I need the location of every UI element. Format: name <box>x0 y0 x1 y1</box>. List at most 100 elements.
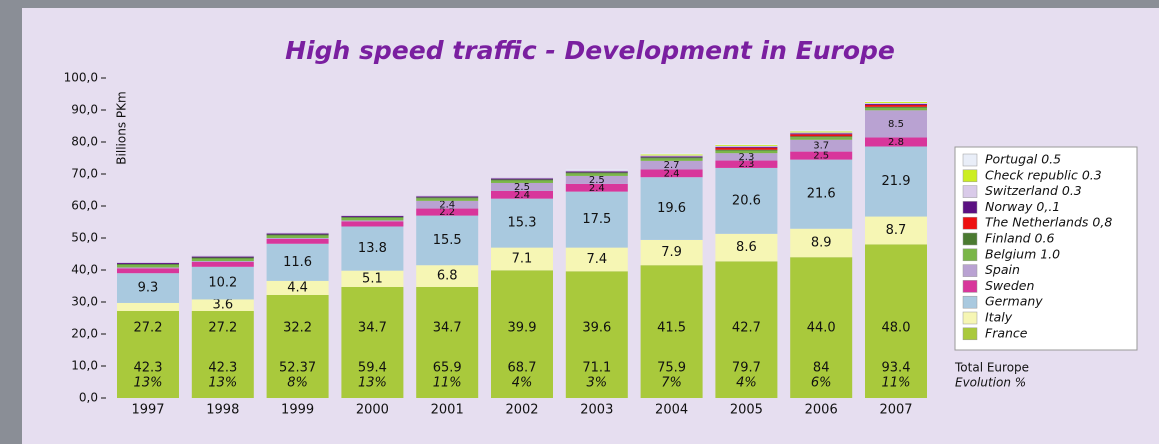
bar-segment <box>715 153 778 161</box>
bar-segment <box>266 235 329 238</box>
bar-segment <box>191 299 254 311</box>
total-label: 65.9 <box>433 361 462 376</box>
bar-segment <box>715 160 778 168</box>
value-label: 15.5 <box>433 233 462 248</box>
evolution-label: 13% <box>134 376 163 391</box>
bar-segment <box>640 177 703 240</box>
bar-segment <box>491 198 553 248</box>
value-label: 20.6 <box>732 193 761 208</box>
bar-segment <box>865 244 927 398</box>
value-label: 34.7 <box>433 321 462 336</box>
value-label: 8.5 <box>888 119 904 130</box>
legend-label: Check republic 0.3 <box>985 167 1102 182</box>
legend-swatch <box>962 232 978 246</box>
evolution-label: 13% <box>208 376 237 391</box>
bar-segment <box>640 155 703 157</box>
value-label: 19.6 <box>657 201 686 216</box>
bar-segment <box>117 268 179 274</box>
value-label: 39.9 <box>508 321 537 336</box>
total-label: 59.4 <box>358 361 387 376</box>
total-label: 75.9 <box>657 361 686 376</box>
x-tick-label: 2007 <box>879 403 912 418</box>
bar-segment <box>266 238 329 239</box>
bar-segment <box>416 196 479 198</box>
legend-swatch <box>962 185 978 198</box>
bar-segment <box>117 263 179 265</box>
evolution-label: 4% <box>736 376 757 391</box>
value-label: 10.2 <box>208 276 237 291</box>
legend-swatch <box>962 311 978 325</box>
bar-segment <box>416 198 479 201</box>
bar-segment <box>266 233 329 235</box>
bar-segment <box>117 262 179 263</box>
legend-swatch <box>962 248 978 262</box>
x-tick-label: 2004 <box>655 403 688 418</box>
value-label: 2.5 <box>589 175 605 186</box>
value-label: 6.8 <box>437 269 458 284</box>
value-label: 7.1 <box>512 251 533 266</box>
value-label: 34.7 <box>358 321 387 336</box>
value-label: 8.6 <box>736 240 757 255</box>
bar-segment <box>865 137 927 147</box>
bar-segment <box>565 183 628 192</box>
y-tick-label: 100,0 <box>64 71 98 85</box>
y-tick-label: 0,0 <box>79 391 98 405</box>
bar-segment <box>865 102 927 103</box>
bar-segment <box>865 107 927 111</box>
evolution-label: 3% <box>586 376 607 391</box>
bar-segment <box>341 221 404 227</box>
bar-segment <box>640 239 703 266</box>
bar-segment <box>790 228 853 258</box>
bar-segment <box>715 149 778 151</box>
value-label: 17.5 <box>582 212 611 227</box>
y-tick-label: 80,0 <box>71 135 98 149</box>
value-label: 2.4 <box>589 183 605 194</box>
legend-label: Belgium 1.0 <box>985 246 1060 261</box>
bar-segment <box>640 153 703 155</box>
bar-segment <box>416 200 479 209</box>
bar-segment <box>191 310 254 398</box>
evolution-label: 11% <box>433 376 462 391</box>
bar-segment <box>790 151 853 160</box>
bar-segment <box>715 145 778 147</box>
total-label: 84 <box>813 361 830 376</box>
bar-segment <box>715 143 778 145</box>
evolution-label: 6% <box>811 376 832 391</box>
bar-segment <box>341 217 404 221</box>
bar-segment <box>266 294 329 398</box>
bar-segment <box>715 147 778 150</box>
bar-segment <box>640 160 703 170</box>
value-label: 8.9 <box>811 235 832 250</box>
bar-segment <box>266 280 329 295</box>
x-tick-label: 2003 <box>580 403 613 418</box>
bar-segment <box>790 131 853 133</box>
bar-segment <box>341 214 404 216</box>
legend-label: The Netherlands 0,8 <box>985 215 1112 230</box>
bar-segment <box>790 159 853 229</box>
bar-segment <box>491 177 553 179</box>
bar-segment <box>715 261 778 398</box>
bar-segment <box>341 226 404 271</box>
value-label: 27.2 <box>134 321 163 336</box>
bar-segment <box>117 273 179 303</box>
bar-segment <box>865 146 927 217</box>
bar-segment <box>266 243 329 281</box>
legend <box>954 146 1138 351</box>
value-label: 4.4 <box>287 280 308 295</box>
legend-swatch <box>962 153 978 167</box>
value-label: 8.7 <box>886 223 907 238</box>
bar-segment <box>191 258 254 262</box>
legend-swatch <box>962 327 978 341</box>
value-label: 39.6 <box>582 321 611 336</box>
bar-segment <box>565 191 628 248</box>
legend-label: France <box>985 325 1028 340</box>
bar-segment <box>865 216 927 245</box>
value-label: 48.0 <box>882 321 911 336</box>
bar-segment <box>491 178 553 180</box>
bar-segment <box>715 146 778 148</box>
value-label: 3.7 <box>813 141 829 152</box>
bar-segment <box>341 215 404 217</box>
bar-segment <box>565 175 628 184</box>
bar-segment <box>640 158 703 161</box>
value-label: 2.3 <box>738 152 754 163</box>
